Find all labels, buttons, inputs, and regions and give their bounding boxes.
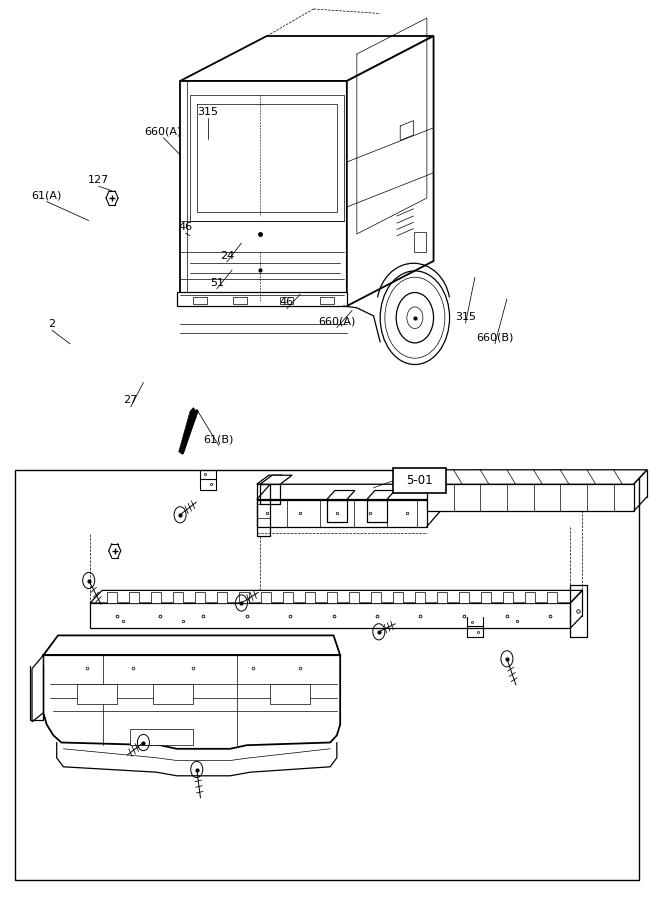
Text: 660(A): 660(A)	[145, 126, 182, 137]
Text: 315: 315	[455, 311, 476, 322]
Polygon shape	[43, 655, 340, 693]
Polygon shape	[349, 592, 359, 603]
Polygon shape	[217, 592, 227, 603]
Polygon shape	[195, 592, 205, 603]
Polygon shape	[180, 36, 434, 81]
Bar	[414, 232, 426, 252]
Polygon shape	[43, 635, 340, 655]
Polygon shape	[481, 592, 491, 603]
Polygon shape	[107, 592, 117, 603]
Polygon shape	[260, 475, 292, 484]
Text: 315: 315	[197, 106, 219, 117]
Polygon shape	[151, 592, 161, 603]
Polygon shape	[173, 592, 183, 603]
Polygon shape	[32, 655, 43, 722]
Polygon shape	[415, 592, 425, 603]
Text: 46: 46	[178, 221, 193, 232]
Polygon shape	[503, 592, 513, 603]
Bar	[130, 729, 193, 745]
Polygon shape	[347, 36, 434, 306]
Polygon shape	[261, 592, 271, 603]
Text: 127: 127	[88, 175, 109, 185]
Polygon shape	[327, 592, 337, 603]
Polygon shape	[90, 590, 582, 603]
Polygon shape	[547, 592, 557, 603]
Polygon shape	[90, 603, 570, 628]
Text: 46: 46	[279, 297, 294, 308]
Polygon shape	[257, 484, 440, 500]
Text: 27: 27	[123, 395, 138, 406]
Bar	[320, 297, 334, 304]
Polygon shape	[239, 592, 249, 603]
Text: 61(A): 61(A)	[31, 190, 62, 201]
Text: 24: 24	[219, 250, 234, 261]
Polygon shape	[427, 484, 634, 511]
Polygon shape	[43, 655, 340, 749]
Text: 660(B): 660(B)	[476, 332, 514, 343]
Polygon shape	[305, 592, 315, 603]
Bar	[153, 684, 193, 704]
Polygon shape	[393, 592, 403, 603]
Polygon shape	[179, 408, 197, 454]
Polygon shape	[525, 592, 535, 603]
Polygon shape	[371, 592, 381, 603]
Bar	[280, 297, 293, 304]
Bar	[233, 297, 247, 304]
Text: 660(A): 660(A)	[318, 316, 356, 327]
Text: 2: 2	[49, 319, 55, 329]
Text: 51: 51	[210, 277, 223, 288]
Polygon shape	[177, 292, 347, 306]
Text: 61(B): 61(B)	[203, 434, 234, 445]
Polygon shape	[283, 592, 293, 603]
Polygon shape	[257, 500, 427, 526]
Polygon shape	[129, 592, 139, 603]
Polygon shape	[257, 475, 282, 484]
Bar	[193, 297, 207, 304]
Polygon shape	[459, 592, 469, 603]
Polygon shape	[180, 81, 347, 306]
Bar	[77, 684, 117, 704]
Polygon shape	[367, 491, 395, 500]
Text: 5-01: 5-01	[406, 474, 433, 487]
Polygon shape	[327, 491, 355, 500]
Polygon shape	[427, 470, 647, 484]
Polygon shape	[437, 592, 447, 603]
Bar	[15, 470, 639, 880]
Bar	[270, 684, 310, 704]
FancyBboxPatch shape	[393, 468, 446, 493]
Polygon shape	[190, 94, 344, 220]
